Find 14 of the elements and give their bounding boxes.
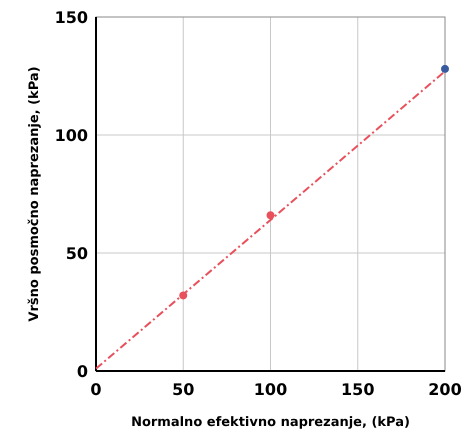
x-tick-label: 200 bbox=[428, 380, 462, 399]
y-tick-label: 150 bbox=[54, 8, 88, 27]
x-tick-label: 150 bbox=[341, 380, 374, 399]
point bbox=[266, 211, 274, 220]
x-tick-label: 100 bbox=[254, 380, 288, 399]
x-axis-title: Normalno efektivno naprezanje, (kPa) bbox=[131, 415, 410, 430]
point bbox=[441, 64, 449, 73]
y-tick-label: 0 bbox=[76, 362, 88, 381]
y-tick-label: 100 bbox=[54, 126, 88, 145]
point bbox=[179, 291, 188, 300]
y-axis-title: Vršno posmočno naprezanje, (kPa) bbox=[27, 66, 42, 322]
x-tick-label: 0 bbox=[90, 380, 102, 399]
x-tick-label: 50 bbox=[172, 380, 194, 399]
y-tick-label: 50 bbox=[66, 244, 88, 263]
